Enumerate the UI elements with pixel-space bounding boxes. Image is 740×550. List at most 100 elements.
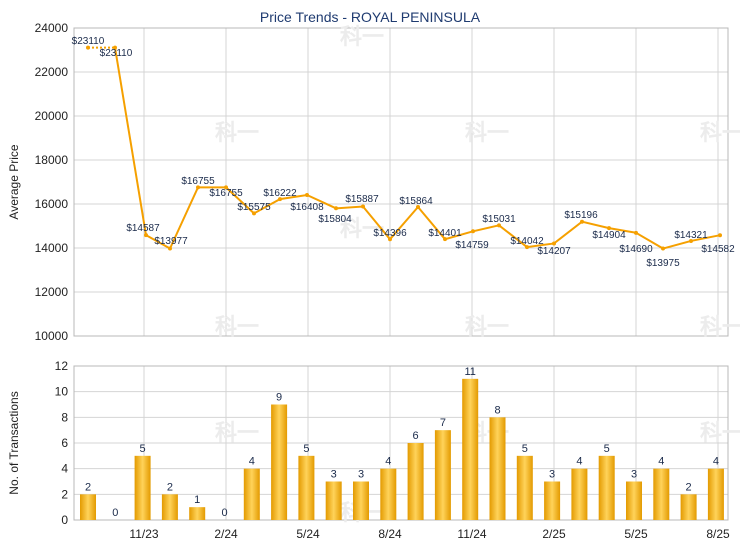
price-point [86,45,90,50]
price-data-label: $14690 [619,244,653,255]
bar-value-label: 8 [494,404,500,416]
bar-value-label: 5 [604,443,610,455]
watermark: 科一 [465,121,509,146]
bar-value-label: 2 [85,481,91,493]
price-y-tick-label: 14000 [35,241,69,255]
price-data-label: $16755 [181,176,215,187]
x-tick-label: 5/24 [296,527,320,541]
price-point [224,185,228,190]
price-point [497,223,501,228]
bar-value-label: 4 [576,456,582,468]
price-data-label: $13977 [154,236,188,247]
bar-value-label: 3 [331,469,337,481]
price-y-tick-label: 24000 [35,21,69,35]
price-data-label: $15031 [482,214,516,225]
transaction-bar [680,494,697,520]
watermark: 科一 [465,315,509,340]
bar-value-label: 4 [713,456,719,468]
price-point [525,245,529,250]
bar-value-label: 5 [140,443,146,455]
watermark: 科一 [215,121,259,146]
x-tick-label: 8/24 [378,527,402,541]
transaction-bar [243,468,260,520]
bar-value-label: 3 [358,469,364,481]
price-data-label: $15864 [399,196,433,207]
chart-title: Price Trends - ROYAL PENINSULA [260,9,481,25]
bar-value-label: 3 [549,469,555,481]
tx-y-tick-label: 10 [55,385,69,399]
transaction-bar [161,494,178,520]
transaction-bar [626,481,642,520]
bar-value-label: 7 [440,417,446,429]
bar-value-label: 5 [303,443,309,455]
transaction-bar [325,481,342,520]
watermark: 科一 [700,315,740,340]
price-data-label: $16408 [290,202,324,213]
price-point [718,233,722,238]
price-point [471,229,475,234]
transaction-bar [380,468,397,520]
x-tick-label: 5/25 [624,527,648,541]
tx-y-tick-label: 6 [61,436,68,450]
bar-value-label: 2 [167,481,173,493]
price-point [305,193,309,198]
price-data-label: $14207 [537,246,571,257]
bar-value-label: 6 [413,430,419,442]
transaction-bar [353,481,369,520]
price-point [168,246,172,251]
price-data-label: $15575 [237,202,271,213]
transaction-bar [598,455,615,520]
price-point [361,204,365,209]
price-data-label: $14042 [510,236,544,247]
x-tick-label: 2/25 [542,527,566,541]
price-point [196,185,200,190]
transaction-bar [462,378,479,520]
transaction-bar [434,430,451,520]
watermark: 科一 [700,121,740,146]
price-point [113,45,117,50]
price-data-label: $14587 [126,223,160,234]
transaction-bar [489,417,506,520]
price-point [144,233,148,238]
bar-value-label: 4 [249,456,255,468]
price-point [552,241,556,246]
transactions-panel: 024681012科一科一科一科一No. of Transactions2052… [7,359,740,541]
price-point [634,230,638,235]
x-tick-label: 8/25 [706,527,730,541]
price-point [580,219,584,224]
transaction-bar [407,443,424,520]
bar-value-label: 9 [276,392,282,404]
bar-value-label: 0 [221,507,227,519]
tx-y-tick-label: 2 [61,487,68,501]
watermark: 科一 [700,421,740,446]
transaction-bar [544,481,561,520]
price-data-label: $16755 [209,188,243,199]
price-y-axis-label: Average Price [7,144,21,219]
watermark: 科一 [340,25,384,50]
price-data-label: $14321 [674,230,708,241]
price-series-line [114,47,721,250]
price-data-label: $23110 [72,36,105,47]
transaction-bar [516,455,533,520]
price-data-label: $15804 [318,214,352,225]
price-point [278,197,282,202]
price-panel: 10000 12000 14000 16000 18000 20000 22000 24000… [7,21,740,343]
price-point [443,237,447,242]
price-data-label: $16222 [263,188,297,199]
price-point [416,204,420,209]
price-point [661,246,665,251]
price-y-tick-label: 20000 [35,109,69,123]
transaction-bar [571,468,588,520]
transaction-bar [271,404,288,520]
bar-value-label: 5 [522,443,528,455]
price-y-tick-label: 12000 [35,285,69,299]
price-y-tick-label: 18000 [35,153,69,167]
price-plot-frame [73,27,729,337]
bar-value-label: 1 [194,494,200,506]
bar-value-label: 2 [686,481,692,493]
price-data-label: $14401 [428,228,462,239]
price-data-label: $14904 [592,230,626,241]
price-data-label: $14759 [455,240,489,251]
